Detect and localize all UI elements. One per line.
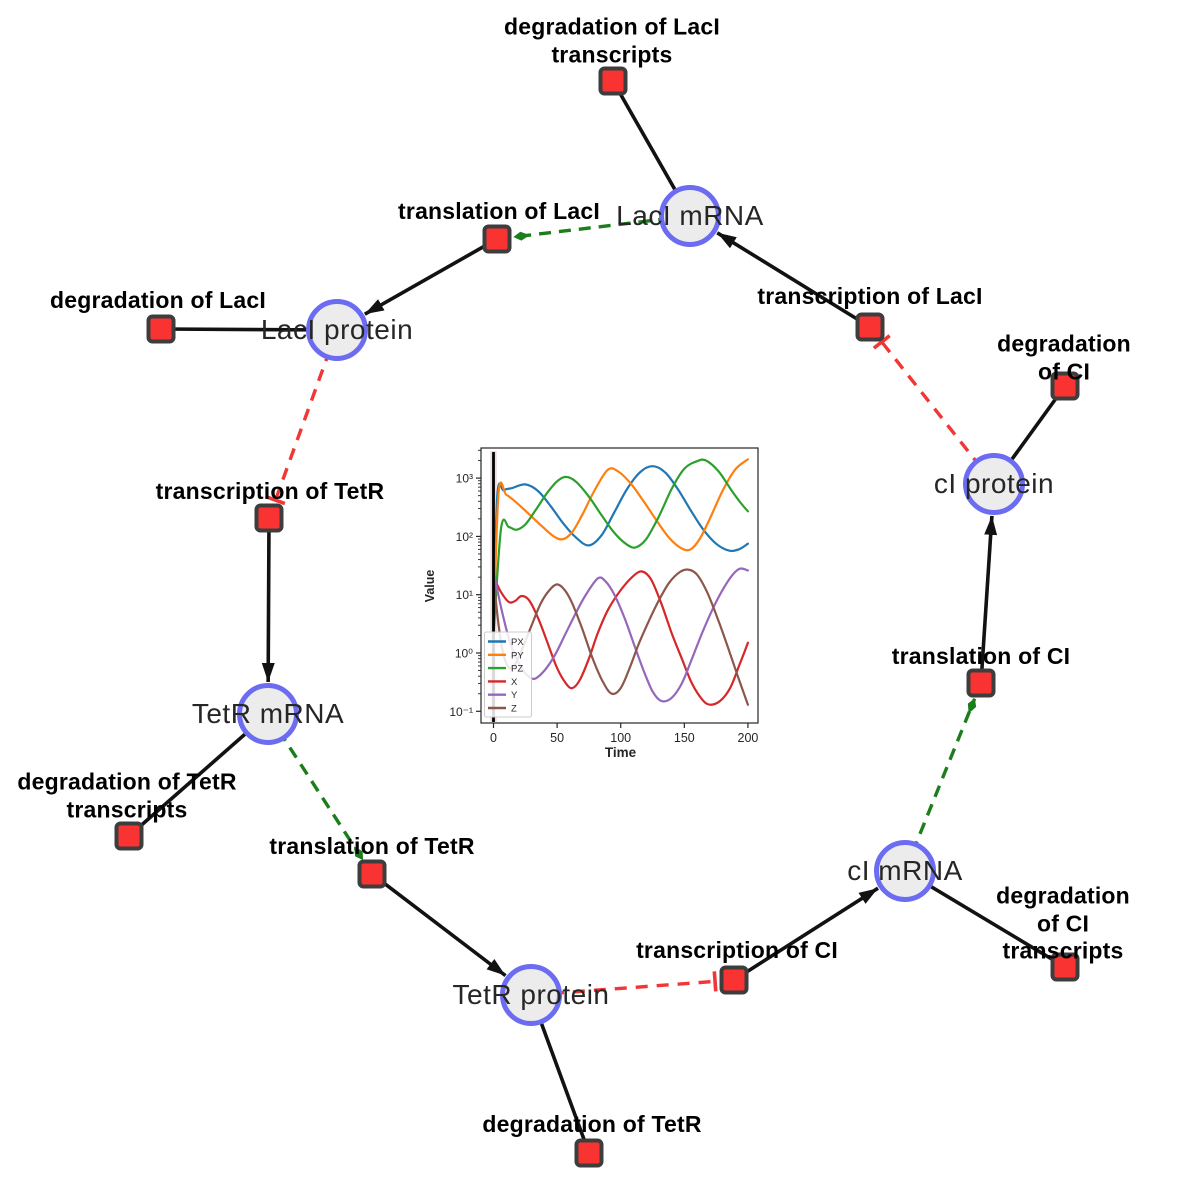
edge-produce-transcr_ci-ci_mrna [733, 886, 879, 982]
series-line-PX [492, 465, 749, 637]
x-tick-label: 0 [490, 731, 497, 745]
reaction-node-transcr_ci[interactable] [719, 965, 749, 995]
x-tick-label: 50 [550, 731, 564, 745]
species-node-laci_mrna[interactable] [659, 185, 721, 247]
y-axis-title: Value [423, 570, 437, 603]
edge-produce-transl_ci-ci_protein [979, 515, 998, 684]
species-node-ci_protein[interactable] [963, 453, 1025, 515]
plot-frame [480, 447, 759, 724]
reaction-node-deg_tetr_tx[interactable] [114, 821, 144, 851]
reaction-node-transcr_laci[interactable] [855, 312, 885, 342]
reaction-node-deg_laci[interactable] [146, 314, 176, 344]
edge-consume-ci_mrna-deg_ci_tx [904, 869, 1066, 969]
x-tick-label: 100 [610, 731, 631, 745]
y-tick-label: 10³ [456, 472, 473, 486]
plot-legend: PX PY PZ XYZ [484, 631, 532, 718]
y-tick-label: 10² [456, 530, 473, 544]
x-tick-label: 150 [674, 731, 695, 745]
species-node-ci_mrna[interactable] [874, 840, 936, 902]
reaction-node-deg_tetr[interactable] [574, 1138, 604, 1168]
y-tick-label: 10⁻¹ [449, 705, 473, 719]
reaction-node-transl_laci[interactable] [482, 224, 512, 254]
reaction-node-transl_ci[interactable] [966, 668, 996, 698]
reaction-node-deg_ci[interactable] [1050, 371, 1080, 401]
x-axis-title: Time [605, 745, 637, 760]
reaction-node-transcr_tetr[interactable] [254, 503, 284, 533]
timeseries-plot: 0 50 100 150 20010⁻¹10⁰10¹10²10³TimeValuePXP… [423, 447, 759, 760]
x-tick-label: 200 [738, 731, 759, 745]
legend-item-PZ: PZ [511, 664, 523, 675]
edge-produce-transl_laci-laci_protein [363, 237, 498, 316]
y-tick-label: 10⁰ [455, 647, 473, 661]
edge-produce-transcr_tetr-tetr_mrna [261, 517, 275, 683]
edge-produce-transcr_laci-laci_mrna [716, 231, 871, 329]
species-node-tetr_mrna[interactable] [237, 683, 299, 745]
legend-item-Z: Z [511, 704, 517, 715]
edge-produce-transl_tetr-tetr_protein [370, 872, 507, 978]
series-line-PY [492, 458, 749, 637]
species-node-tetr_protein[interactable] [500, 964, 562, 1026]
reaction-node-deg_laci_tx[interactable] [598, 66, 628, 96]
reaction-node-transl_tetr[interactable] [357, 859, 387, 889]
legend-item-Y: Y [511, 690, 518, 701]
legend-item-PY: PY [511, 650, 524, 661]
legend-item-X: X [511, 677, 518, 688]
species-node-laci_protein[interactable] [306, 299, 368, 361]
series-line-PZ [492, 458, 749, 637]
reaction-node-deg_ci_tx[interactable] [1050, 952, 1080, 982]
y-tick-label: 10¹ [456, 588, 473, 602]
series-line-X [492, 570, 749, 706]
legend-item-PX: PX [511, 637, 524, 648]
